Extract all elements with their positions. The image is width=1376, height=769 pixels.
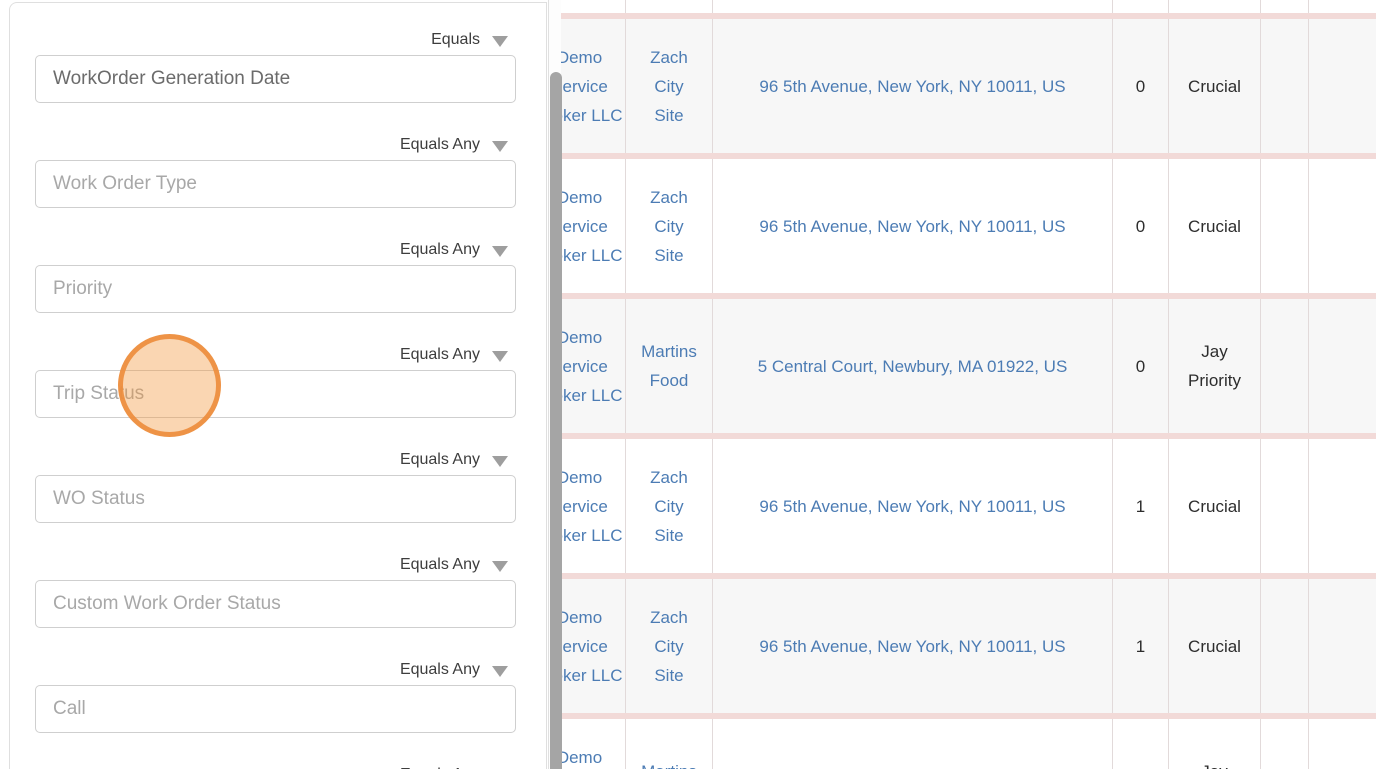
chevron-down-icon [492, 35, 508, 47]
wo-status-input[interactable] [35, 475, 516, 523]
filter-group-work-order-type: Equals Any [35, 135, 516, 208]
site-cell[interactable]: Zach City Site [626, 439, 713, 573]
filter-group-8: Equals Any [35, 765, 516, 769]
site-cell[interactable]: Zach City Site [626, 19, 713, 153]
filter-group-custom-wo-status: Equals Any [35, 555, 516, 628]
filter-group-wo-status: Equals Any [35, 450, 516, 523]
address-cell[interactable]: 96 5th Avenue, New York, NY 10011, US [713, 159, 1113, 293]
broker-cell[interactable]: Demo Service Broker LLC [561, 299, 626, 433]
operator-label: Equals Any [400, 766, 480, 769]
custom-wo-status-input[interactable] [35, 580, 516, 628]
table-row: Demo Service Broker LLC Zach City Site 9… [561, 439, 1376, 573]
address-cell[interactable]: 96 5th Avenue, New York, NY 10011, US [713, 579, 1113, 713]
empty-cell [1261, 719, 1309, 769]
chevron-down-icon [492, 140, 508, 152]
empty-cell [1261, 159, 1309, 293]
table-row: Demo Service Broker LLC Zach City Site 9… [561, 579, 1376, 713]
filter-group-trip-status: Equals Any [35, 345, 516, 418]
priority-cell: Jay Priority [1169, 299, 1261, 433]
site-cell[interactable]: Zach City Site [626, 579, 713, 713]
broker-cell[interactable]: Demo Service Broker LLC [561, 439, 626, 573]
row-separator [561, 713, 1376, 719]
chevron-down-icon [492, 350, 508, 362]
site-cell[interactable]: Martins Food [626, 299, 713, 433]
site-cell[interactable]: Zach City Site [626, 159, 713, 293]
operator-dropdown-custom-wo-status[interactable]: Equals Any [35, 555, 516, 575]
operator-dropdown-generation-date[interactable]: Equals [35, 30, 516, 50]
row-separator [561, 433, 1376, 439]
count-cell: 0 [1113, 159, 1169, 293]
empty-cell [1309, 159, 1376, 293]
priority-cell: Crucial [1169, 19, 1261, 153]
operator-label: Equals Any [399, 556, 480, 573]
priority-cell: Crucial [1169, 159, 1261, 293]
table-row: Demo Service Broker LLC Martins Food 5 C… [561, 299, 1376, 433]
broker-cell[interactable]: Demo Service Broker LLC [561, 159, 626, 293]
count-cell [1113, 719, 1169, 769]
filter-group-generation-date: Equals [35, 30, 516, 103]
row-separator [561, 13, 1376, 19]
operator-label: Equals Any [399, 346, 480, 363]
address-cell[interactable]: 96 5th Avenue, New York, NY 10011, US [713, 439, 1113, 573]
priority-cell: Crucial [1169, 579, 1261, 713]
filter-group-call: Equals Any [35, 660, 516, 733]
table-row-partial-top [561, 0, 1376, 13]
broker-cell[interactable]: Demo Service Broker LLC [561, 579, 626, 713]
broker-cell[interactable]: Demo Service Broker LLC [561, 19, 626, 153]
row-separator [561, 153, 1376, 159]
priority-cell: Crucial [1169, 439, 1261, 573]
generation-date-input[interactable] [35, 55, 516, 103]
table-row: Demo Service Broker LLC Zach City Site 9… [561, 19, 1376, 153]
count-cell: 1 [1113, 579, 1169, 713]
operator-label: Equals Any [399, 661, 480, 678]
call-input[interactable] [35, 685, 516, 733]
table-row: Demo Service Broker LLC Martins Food Jay… [561, 719, 1376, 769]
chevron-down-icon [492, 665, 508, 677]
chevron-down-icon [492, 455, 508, 467]
operator-dropdown-work-order-type[interactable]: Equals Any [35, 135, 516, 155]
address-cell[interactable]: 5 Central Court, Newbury, MA 01922, US [713, 299, 1113, 433]
vertical-scrollbar[interactable] [548, 0, 562, 769]
priority-cell: Jay Priority [1169, 719, 1261, 769]
empty-cell [1309, 19, 1376, 153]
empty-cell [1309, 719, 1376, 769]
operator-dropdown-wo-status[interactable]: Equals Any [35, 450, 516, 470]
scrollbar-thumb[interactable] [549, 72, 562, 769]
chevron-down-icon [492, 560, 508, 572]
empty-cell [1261, 439, 1309, 573]
operator-dropdown-8[interactable]: Equals Any [35, 765, 516, 769]
empty-cell [1261, 299, 1309, 433]
table-row: Demo Service Broker LLC Zach City Site 9… [561, 159, 1376, 293]
count-cell: 0 [1113, 299, 1169, 433]
empty-cell [1261, 19, 1309, 153]
operator-label: Equals [431, 31, 480, 48]
address-cell[interactable] [713, 719, 1113, 769]
operator-dropdown-trip-status[interactable]: Equals Any [35, 345, 516, 365]
operator-label: Equals Any [399, 241, 480, 258]
filter-panel: Equals Equals Any Equals Any [0, 0, 548, 769]
empty-cell [1309, 579, 1376, 713]
operator-dropdown-priority[interactable]: Equals Any [35, 240, 516, 260]
count-cell: 1 [1113, 439, 1169, 573]
work-orders-table: Demo Service Broker LLC Zach City Site 9… [561, 0, 1376, 769]
priority-input[interactable] [35, 265, 516, 313]
operator-label: Equals Any [399, 136, 480, 153]
empty-cell [1261, 579, 1309, 713]
address-cell[interactable]: 96 5th Avenue, New York, NY 10011, US [713, 19, 1113, 153]
empty-cell [1309, 439, 1376, 573]
filter-card: Equals Equals Any Equals Any [9, 2, 547, 769]
count-cell: 0 [1113, 19, 1169, 153]
trip-status-input[interactable] [35, 370, 516, 418]
broker-cell[interactable]: Demo Service Broker LLC [561, 719, 626, 769]
row-separator [561, 293, 1376, 299]
work-order-type-input[interactable] [35, 160, 516, 208]
row-separator [561, 573, 1376, 579]
empty-cell [1309, 299, 1376, 433]
filter-group-priority: Equals Any [35, 240, 516, 313]
operator-label: Equals Any [399, 451, 480, 468]
operator-dropdown-call[interactable]: Equals Any [35, 660, 516, 680]
site-cell[interactable]: Martins Food [626, 719, 713, 769]
chevron-down-icon [492, 245, 508, 257]
